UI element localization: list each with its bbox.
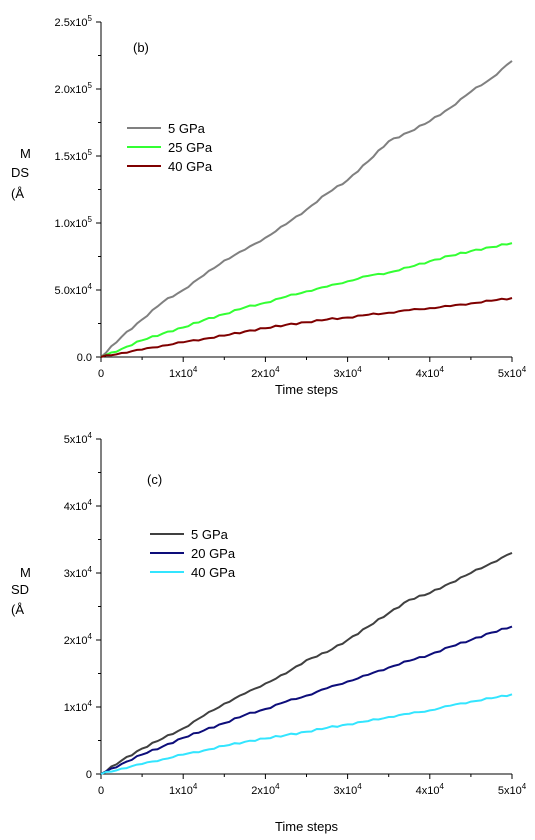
x-tick-label: 4x104: [416, 365, 445, 380]
y-tick-label: 1.5x105: [55, 148, 93, 163]
legend-label: 5 GPa: [191, 527, 229, 542]
x-tick-label: 3x104: [333, 365, 362, 380]
x-tick-label: 0: [98, 368, 104, 380]
legend-label: 5 GPa: [168, 121, 206, 136]
x-tick-label: 2x104: [251, 782, 280, 797]
panel-label: (b): [133, 40, 149, 55]
y-tick-label: 0.0: [77, 352, 92, 364]
y-tick-label: 1.0x105: [55, 215, 93, 230]
x-tick-label: 1x104: [169, 365, 198, 380]
y-tick-label: 4x104: [64, 498, 93, 513]
chart-panel: 0 1x104 2x104 3x104 4x104 5x104 0 1x104 2x104 3x1…: [11, 431, 527, 834]
x-tick-label: 3x104: [333, 782, 362, 797]
x-tick-label: 0: [98, 785, 104, 797]
series-line: [100, 297, 513, 358]
x-axis-label: Time steps: [275, 382, 339, 397]
y-tick-label: 2x104: [64, 632, 93, 647]
y-axis-label: (Å: [11, 602, 24, 617]
y-tick-label: 2.0x105: [55, 81, 93, 96]
x-tick-label: 2x104: [251, 365, 280, 380]
chart-panel: 0 1x104 2x104 3x104 4x104 5x104 0.0 5.0x104 1.0x…: [11, 14, 527, 397]
x-tick-label: 5x104: [498, 782, 527, 797]
y-axis-label: (Å: [11, 186, 24, 201]
legend-label: 40 GPa: [191, 565, 236, 580]
series-line: [100, 625, 513, 775]
series-line: [100, 551, 513, 775]
y-tick-label: 0: [86, 769, 92, 781]
y-tick-label: 1x104: [64, 699, 93, 714]
y-axis-label: M: [20, 565, 31, 580]
legend-label: 40 GPa: [168, 159, 213, 174]
series-line: [100, 242, 513, 358]
series-line: [100, 60, 513, 358]
panel-label: (c): [147, 472, 162, 487]
x-tick-label: 5x104: [498, 365, 527, 380]
legend-label: 20 GPa: [191, 546, 236, 561]
x-axis-label: Time steps: [275, 819, 339, 834]
y-tick-label: 2.5x105: [55, 14, 93, 29]
x-tick-label: 4x104: [416, 782, 445, 797]
y-axis-label: SD: [11, 582, 29, 597]
y-tick-label: 5x104: [64, 431, 93, 446]
y-axis-label: M: [20, 146, 31, 161]
y-tick-label: 3x104: [64, 565, 93, 580]
x-tick-label: 1x104: [169, 782, 198, 797]
y-axis-label: DS: [11, 165, 29, 180]
legend-label: 25 GPa: [168, 140, 213, 155]
series-line: [100, 693, 513, 775]
y-tick-label: 5.0x104: [55, 282, 93, 297]
